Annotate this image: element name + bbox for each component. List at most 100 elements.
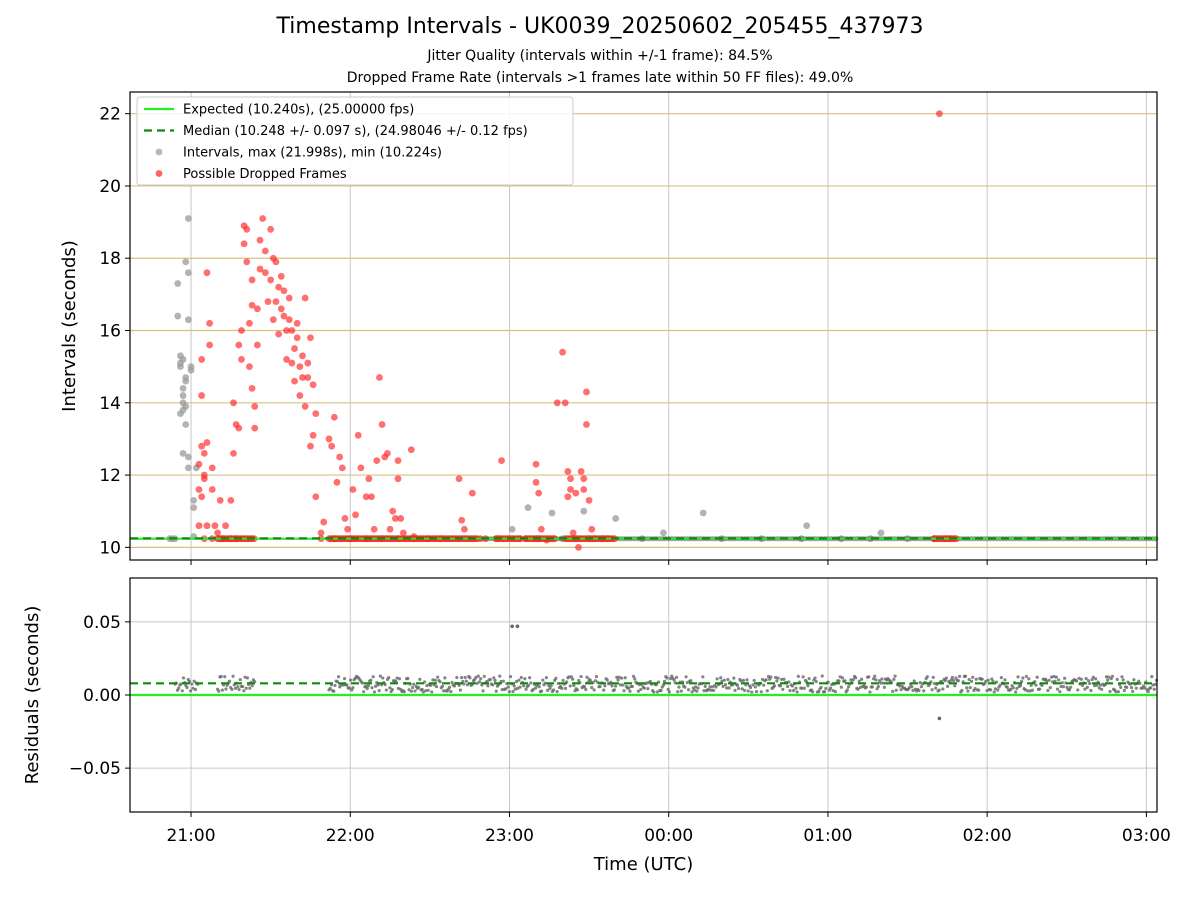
residual-point bbox=[854, 676, 858, 680]
dropped-frame-point bbox=[238, 327, 245, 334]
residual-point bbox=[751, 683, 755, 687]
dropped-frame-point bbox=[312, 493, 320, 501]
residual-point bbox=[563, 686, 568, 690]
interval-points-group bbox=[166, 215, 1159, 543]
interval-point bbox=[660, 529, 667, 537]
residual-point bbox=[193, 687, 198, 692]
residual-point bbox=[846, 685, 851, 689]
residual-point bbox=[332, 689, 336, 693]
dropped-frame-point bbox=[267, 276, 275, 284]
bottom-ylabel: Residuals (seconds) bbox=[22, 606, 43, 785]
dropped-frame-point bbox=[532, 460, 540, 468]
residual-point bbox=[231, 674, 235, 678]
top-ytick-label: 14 bbox=[99, 394, 121, 414]
dropped-frame-point bbox=[386, 525, 394, 533]
residual-point bbox=[549, 684, 553, 688]
residual-point bbox=[764, 678, 768, 682]
residual-point bbox=[1053, 679, 1057, 683]
residual-point bbox=[420, 687, 424, 692]
residual-point bbox=[943, 679, 947, 683]
residual-point bbox=[524, 687, 528, 691]
residual-point bbox=[708, 685, 712, 689]
residual-point bbox=[659, 689, 663, 693]
residual-point bbox=[709, 688, 713, 692]
residual-point bbox=[336, 675, 341, 679]
residual-point bbox=[639, 687, 643, 692]
residual-point bbox=[462, 682, 466, 686]
residual-point bbox=[610, 684, 614, 688]
dropped-frame-point bbox=[291, 345, 298, 352]
residual-point bbox=[585, 675, 589, 679]
residual-point bbox=[428, 683, 433, 688]
residual-point bbox=[1026, 689, 1030, 693]
dropped-frame-point bbox=[561, 399, 569, 407]
dropped-frame-point bbox=[272, 258, 280, 266]
residual-point bbox=[555, 690, 559, 694]
dropped-frame-point bbox=[569, 529, 577, 537]
residual-point bbox=[1027, 677, 1031, 681]
residual-point bbox=[561, 678, 565, 682]
residual-point bbox=[531, 687, 535, 692]
residual-point bbox=[512, 684, 516, 688]
residual-point bbox=[676, 690, 680, 694]
dropped-frame-point bbox=[564, 468, 572, 475]
dropped-frame-point bbox=[304, 374, 312, 381]
residual-point bbox=[515, 624, 520, 629]
residual-point bbox=[492, 676, 496, 680]
residual-point bbox=[1151, 683, 1155, 687]
xtick-label: 23:00 bbox=[485, 826, 534, 846]
residual-point bbox=[1005, 685, 1009, 689]
residual-point bbox=[670, 674, 674, 678]
residual-point bbox=[802, 686, 806, 690]
residual-point bbox=[957, 674, 962, 678]
dropped-frame-point bbox=[304, 359, 312, 367]
residual-point bbox=[741, 678, 746, 682]
residual-point bbox=[1100, 687, 1104, 691]
residual-point bbox=[434, 685, 439, 689]
dropped-frame-point bbox=[407, 446, 415, 454]
residual-point bbox=[1095, 683, 1099, 687]
residual-point bbox=[845, 688, 849, 692]
residual-point bbox=[739, 679, 743, 683]
residual-point bbox=[192, 679, 196, 683]
dropped-frame-point bbox=[296, 363, 304, 371]
residual-point bbox=[740, 687, 744, 691]
residual-point bbox=[1143, 686, 1147, 690]
residual-point bbox=[710, 685, 714, 689]
interval-point bbox=[182, 421, 190, 428]
interval-point bbox=[612, 515, 620, 522]
dropped-frame-point bbox=[309, 381, 317, 389]
dropped-frame-point bbox=[285, 294, 293, 302]
residual-point bbox=[568, 684, 572, 688]
residual-point bbox=[529, 681, 533, 685]
dropped-frame-point bbox=[280, 312, 288, 320]
dropped-frame-point bbox=[325, 435, 333, 443]
residual-point bbox=[598, 685, 602, 689]
residual-point bbox=[973, 687, 977, 691]
dropped-frame-point bbox=[330, 413, 338, 421]
dropped-frame-point bbox=[251, 424, 259, 432]
residual-point bbox=[1046, 688, 1050, 693]
residual-point bbox=[666, 687, 670, 691]
residual-point bbox=[652, 690, 656, 694]
top-ytick-label: 22 bbox=[99, 105, 121, 125]
residual-point bbox=[362, 690, 366, 694]
residual-point bbox=[907, 686, 912, 690]
residual-point bbox=[457, 683, 461, 687]
dropped-frame-point bbox=[214, 529, 221, 537]
residual-point bbox=[1132, 678, 1136, 682]
residual-point bbox=[438, 680, 442, 684]
residual-point bbox=[582, 685, 587, 689]
residual-point bbox=[1116, 690, 1120, 694]
residual-point bbox=[406, 676, 410, 681]
residual-point bbox=[1122, 688, 1126, 693]
residual-point bbox=[1138, 681, 1142, 685]
residual-point bbox=[440, 684, 445, 688]
dropped-frame-point bbox=[559, 348, 566, 356]
dropped-frame-point bbox=[246, 363, 253, 371]
residual-point bbox=[690, 690, 694, 694]
residual-point bbox=[1024, 674, 1029, 679]
residual-point bbox=[241, 684, 245, 689]
dropped-frame-point bbox=[399, 529, 407, 537]
residual-point bbox=[917, 688, 921, 693]
